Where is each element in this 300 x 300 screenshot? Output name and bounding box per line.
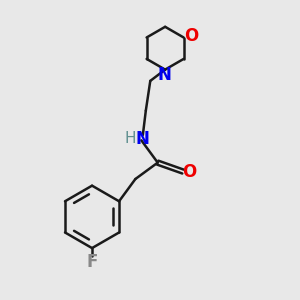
Text: F: F [86,253,98,271]
Text: N: N [158,66,172,84]
Text: O: O [184,27,198,45]
Text: H: H [124,131,136,146]
Text: N: N [136,130,150,148]
Text: O: O [182,163,197,181]
